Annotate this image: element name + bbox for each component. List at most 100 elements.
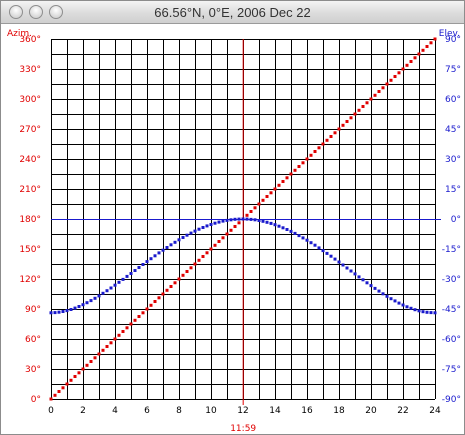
elevation-tick-label: 15° (445, 185, 461, 195)
elevation-point (145, 260, 149, 264)
hour-tick-label: 10 (205, 406, 217, 416)
azimuth-point (301, 161, 305, 165)
elevation-point (237, 217, 241, 221)
elevation-point (101, 291, 105, 295)
elevation-point (241, 217, 245, 221)
title-bar[interactable]: 66.56°N, 0°E, 2006 Dec 22 (1, 1, 464, 24)
elevation-tick-label: 0° (451, 215, 461, 225)
azimuth-point (129, 322, 133, 326)
azimuth-point (89, 360, 93, 363)
elevation-point (197, 227, 201, 231)
azimuth-point (265, 195, 269, 198)
elevation-point (173, 240, 177, 244)
azimuth-point (209, 247, 213, 251)
elevation-point (309, 241, 313, 245)
elevation-tick-label: -45° (442, 305, 461, 315)
hour-tick-label: 12 (237, 406, 248, 416)
elevation-point (301, 236, 305, 240)
elevation-point (393, 299, 397, 303)
elevation-point (345, 266, 349, 270)
elevation-point (97, 294, 101, 298)
elevation-point (93, 296, 97, 300)
azimuth-point (357, 108, 361, 112)
azimuth-tick-label: 30° (25, 365, 41, 375)
elevation-point (85, 301, 89, 305)
elevation-tick-label: -90° (442, 395, 461, 405)
elevation-point (69, 308, 73, 311)
azimuth-point (297, 165, 301, 168)
azimuth-point (233, 225, 237, 228)
elevation-point (161, 248, 165, 252)
elevation-point (353, 272, 357, 276)
elevation-point (153, 254, 157, 258)
azimuth-point (325, 138, 329, 142)
elevation-point (249, 217, 253, 221)
azimuth-point (397, 71, 401, 75)
elevation-tick-label: -60° (442, 335, 461, 345)
elevation-point (417, 309, 421, 313)
elevation-point (261, 219, 265, 223)
elevation-point (289, 229, 293, 233)
azimuth-point (137, 315, 141, 318)
azimuth-point (169, 285, 173, 288)
azimuth-point (253, 206, 257, 210)
azimuth-point (321, 142, 325, 146)
azimuth-point (229, 228, 233, 232)
azimuth-point (85, 363, 89, 367)
elevation-point (225, 218, 229, 222)
hour-tick-label: 16 (301, 406, 313, 416)
elevation-point (273, 223, 277, 227)
elevation-point (297, 234, 301, 238)
elevation-point (285, 228, 289, 231)
solar-noon-label: 11:59 (230, 424, 256, 434)
azimuth-tick-label: 360° (19, 35, 41, 45)
elevation-point (401, 303, 405, 307)
close-window-button[interactable] (9, 5, 23, 19)
azimuth-point (149, 303, 153, 307)
elevation-tick-label: 90° (445, 35, 461, 45)
azimuth-tick-label: 330° (19, 65, 41, 75)
azimuth-point (261, 198, 265, 202)
azimuth-point (201, 255, 205, 258)
elevation-point (125, 274, 129, 278)
elevation-point (421, 310, 425, 314)
azimuth-point (165, 288, 169, 292)
azimuth-point (125, 326, 129, 330)
hour-tick-label: 2 (80, 406, 86, 416)
elevation-point (205, 224, 209, 228)
elevation-point (337, 260, 341, 264)
azimuth-point (173, 281, 177, 285)
elevation-point (253, 218, 257, 222)
elevation-point (73, 306, 77, 310)
elevation-point (137, 266, 141, 269)
elevation-point (413, 308, 417, 312)
elevation-point (389, 297, 393, 301)
azimuth-point (73, 375, 77, 378)
azimuth-tick-label: 180° (19, 215, 41, 225)
elevation-point (77, 305, 81, 308)
azimuth-point (117, 333, 121, 337)
azimuth-point (369, 97, 373, 101)
zoom-window-button[interactable] (49, 5, 63, 19)
azimuth-tick-label: 90° (25, 305, 41, 315)
elevation-point (365, 281, 369, 285)
minimize-window-button[interactable] (29, 5, 43, 19)
azimuth-point (221, 236, 225, 240)
azimuth-point (401, 67, 405, 71)
elevation-point (129, 272, 133, 275)
azimuth-point (389, 78, 393, 82)
azimuth-point (225, 232, 229, 236)
elevation-point (265, 220, 269, 224)
azimuth-point (97, 352, 101, 356)
azimuth-point (121, 330, 125, 333)
azimuth-point (141, 311, 145, 315)
azimuth-point (213, 243, 217, 247)
azimuth-tick-label: 120° (19, 275, 41, 285)
elevation-point (185, 233, 189, 237)
azimuth-point (341, 123, 345, 127)
elevation-point (257, 219, 261, 222)
elevation-point (293, 231, 297, 235)
azimuth-point (93, 356, 97, 360)
elevation-tick-label: 30° (445, 155, 461, 165)
hour-tick-label: 18 (333, 406, 345, 416)
